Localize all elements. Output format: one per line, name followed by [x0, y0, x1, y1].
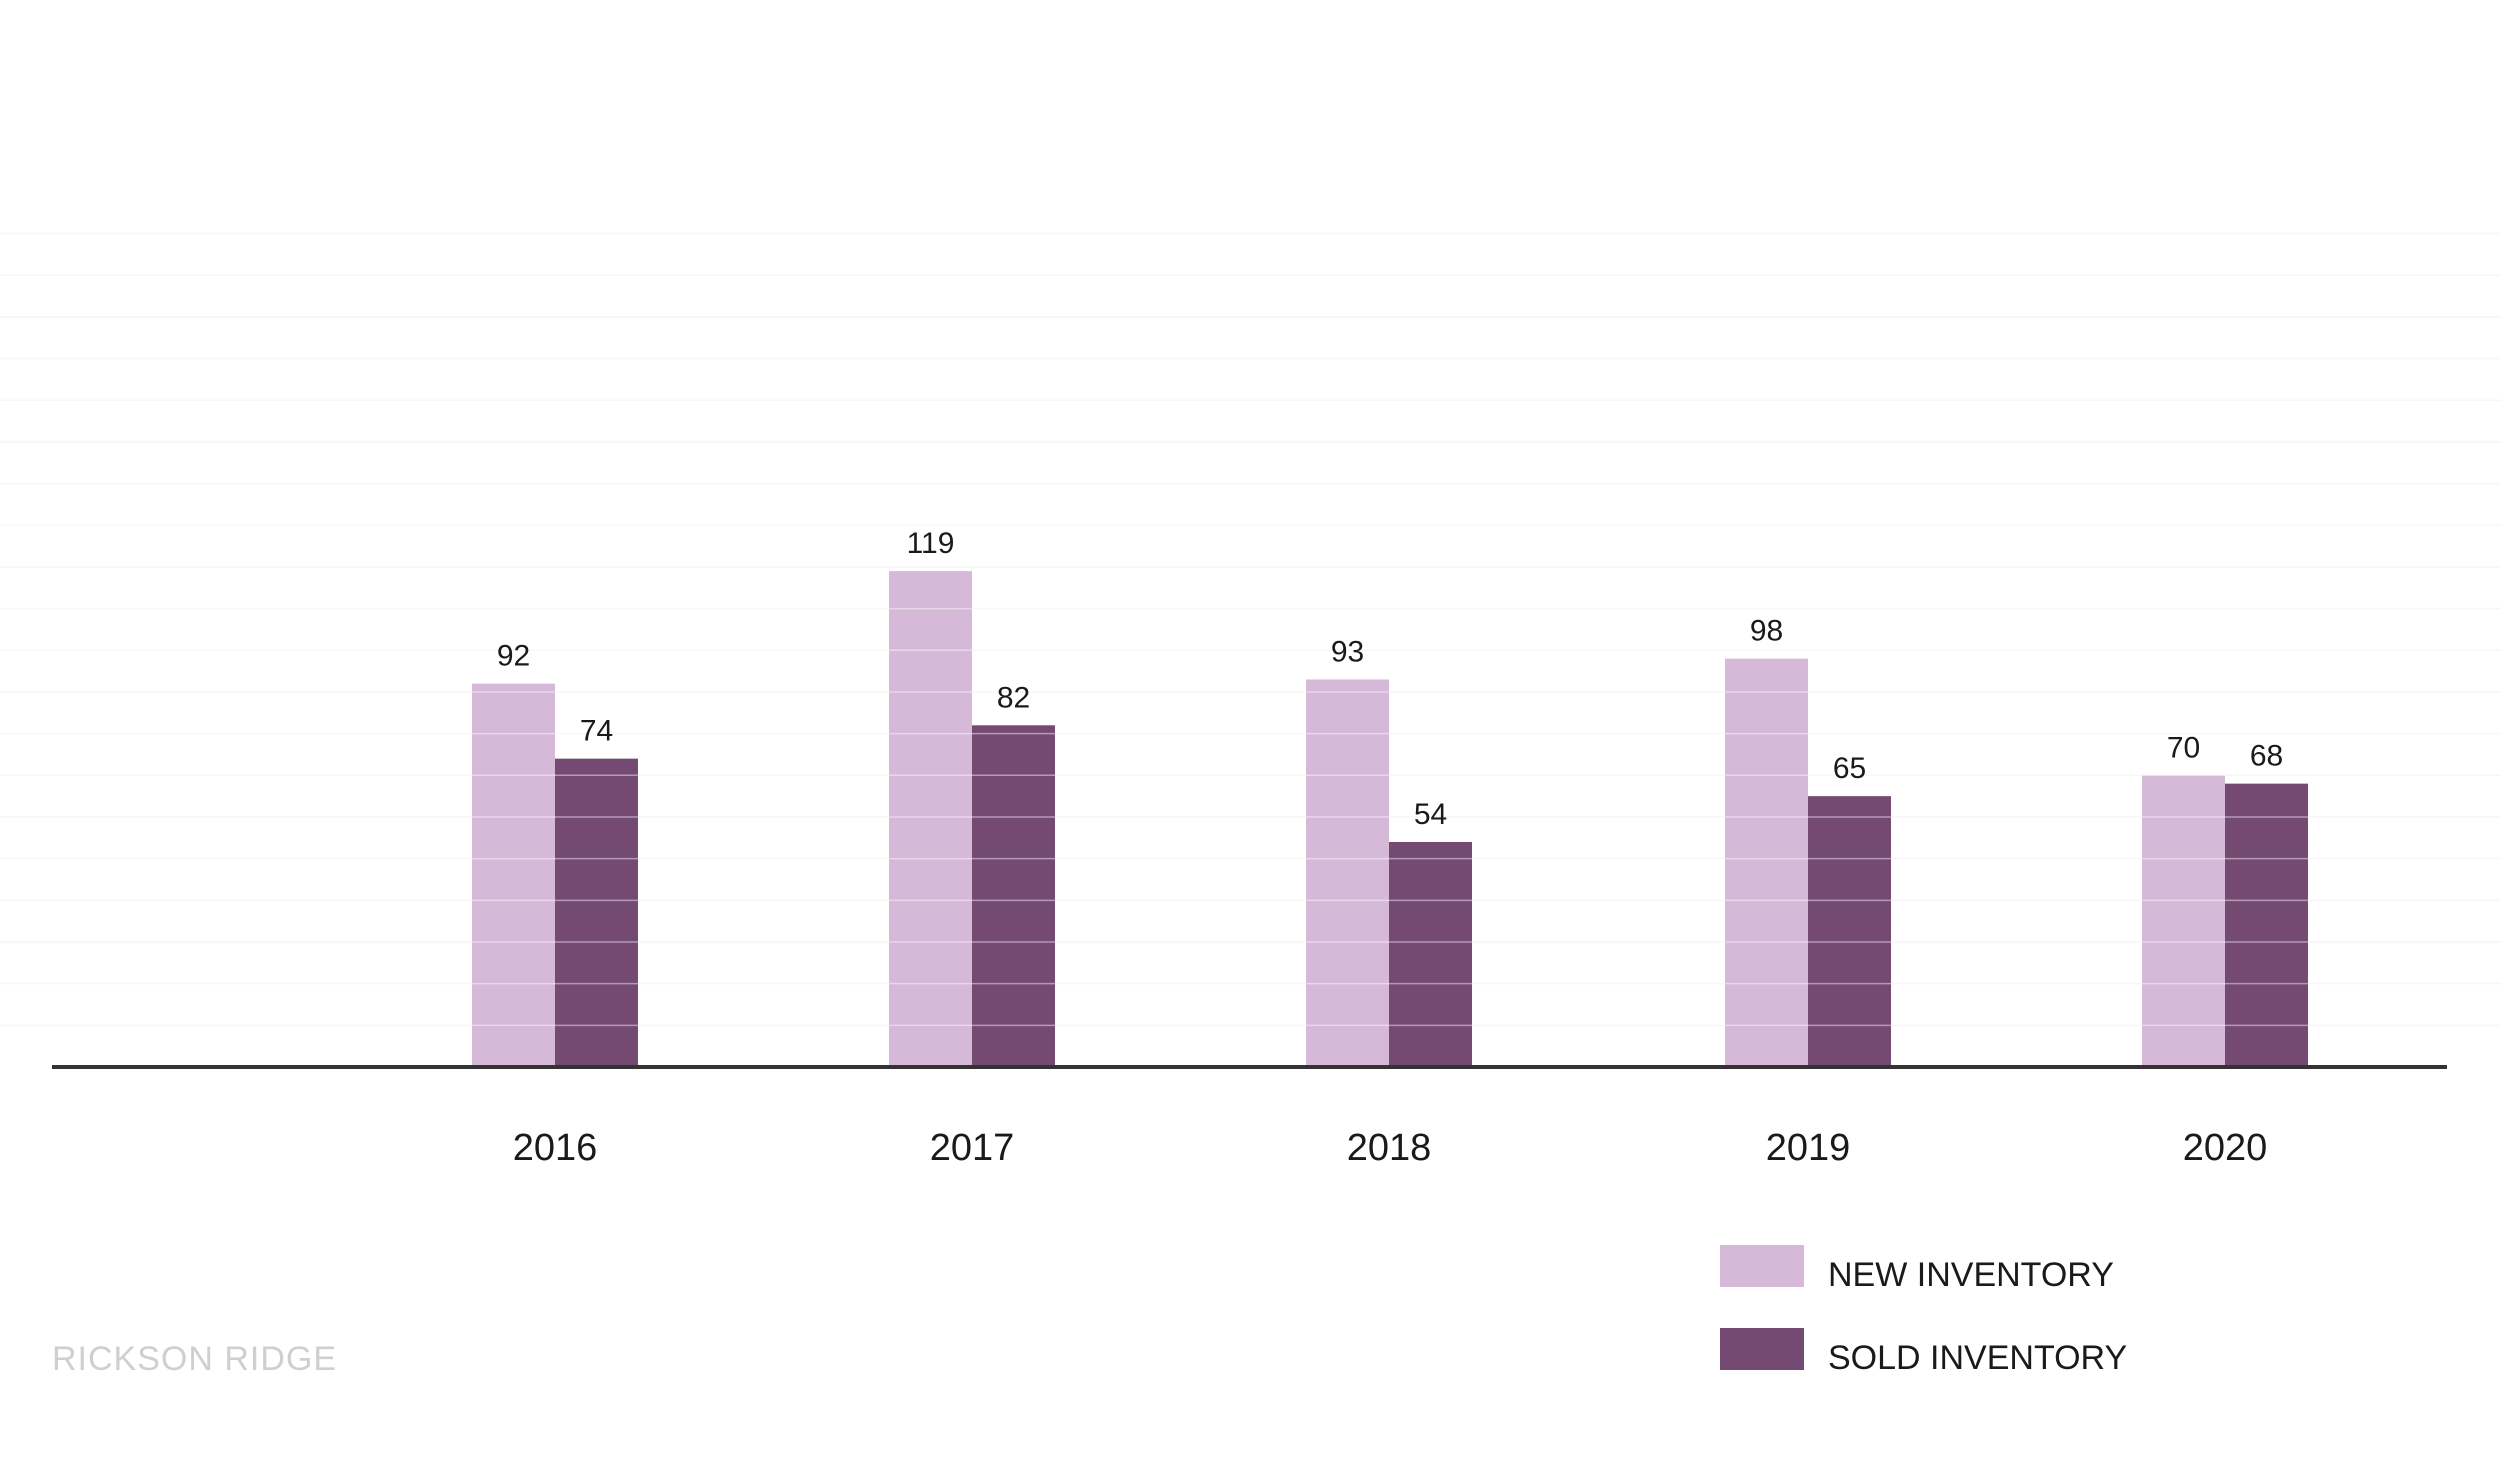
value-labels: 92 74 119 82 93 54 98 65 70 68 [497, 527, 2283, 831]
value-label-sold-inventory-2017: 82 [997, 681, 1030, 714]
bar-new-inventory-2016 [472, 683, 555, 1067]
category-label-2016: 2016 [513, 1127, 598, 1169]
value-label-new-inventory-2019: 98 [1750, 615, 1783, 648]
watermark-logo: RICKSON RIDGE [52, 1340, 337, 1378]
legend-label-sold-inventory: SOLD INVENTORY [1828, 1339, 2127, 1377]
bars [0, 232, 2501, 1067]
value-label-sold-inventory-2016: 74 [580, 715, 613, 748]
bar-new-inventory-2019 [1725, 658, 1808, 1067]
category-label-2018: 2018 [1347, 1127, 1432, 1169]
value-label-new-inventory-2018: 93 [1331, 635, 1364, 668]
category-label-2020: 2020 [2183, 1127, 2268, 1169]
category-label-2017: 2017 [930, 1127, 1015, 1169]
bar-sold-inventory-2019 [1808, 796, 1891, 1067]
legend-swatch-sold-inventory [1720, 1328, 1804, 1370]
bar-new-inventory-2020 [2142, 775, 2225, 1067]
value-label-sold-inventory-2018: 54 [1414, 798, 1447, 831]
value-label-new-inventory-2016: 92 [497, 640, 530, 673]
bar-new-inventory-2017 [889, 571, 972, 1067]
legend: NEW INVENTORY SOLD INVENTORY [1720, 1245, 2127, 1377]
value-label-new-inventory-2020: 70 [2167, 731, 2200, 764]
gridlines [0, 232, 2501, 1027]
bar-sold-inventory-2016 [555, 758, 638, 1067]
legend-label-new-inventory: NEW INVENTORY [1828, 1256, 2114, 1294]
bar-sold-inventory-2018 [1389, 841, 1472, 1067]
value-label-sold-inventory-2019: 65 [1833, 752, 1866, 785]
bar-sold-inventory-2020 [2225, 783, 2308, 1067]
legend-swatch-new-inventory [1720, 1245, 1804, 1287]
category-labels: 2016 2017 2018 2019 2020 [513, 1127, 2268, 1169]
category-label-2019: 2019 [1766, 1127, 1851, 1169]
value-label-sold-inventory-2020: 68 [2250, 740, 2283, 773]
value-label-new-inventory-2017: 119 [907, 527, 955, 560]
bar-sold-inventory-2017 [972, 725, 1055, 1067]
bar-new-inventory-2018 [1306, 679, 1389, 1067]
